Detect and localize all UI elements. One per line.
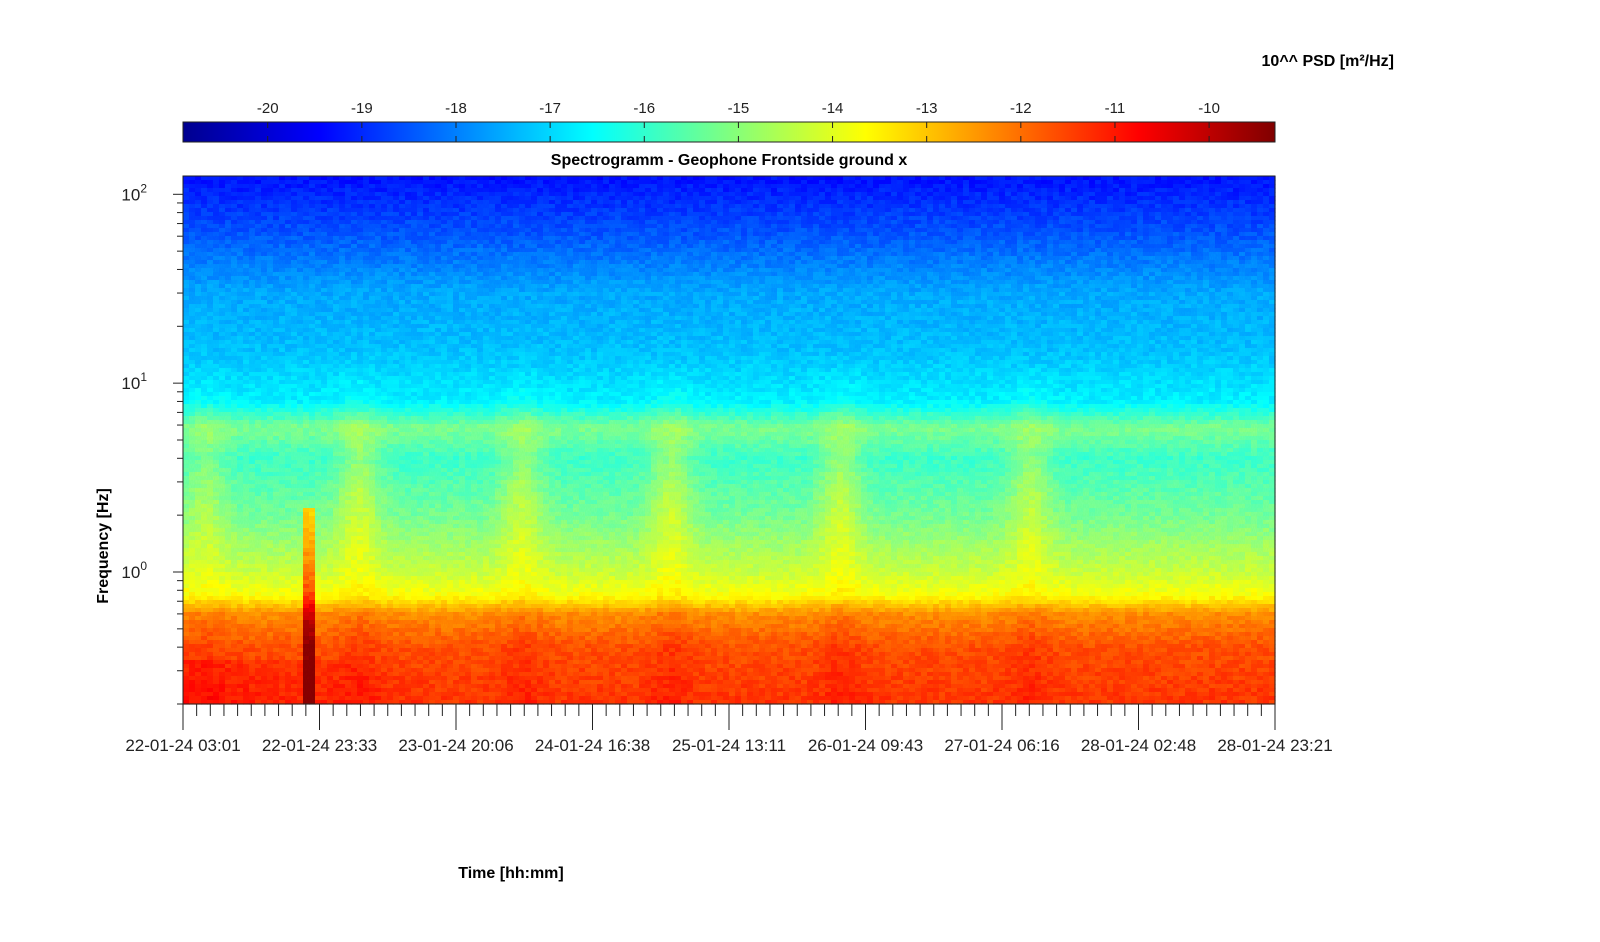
colorbar-tick-label: -19 bbox=[351, 100, 373, 117]
colorbar-tick-label: -13 bbox=[916, 100, 938, 117]
chart-title: Spectrogramm - Geophone Frontside ground… bbox=[551, 152, 908, 169]
colorbar: -20 -19 -18 -17 -16 -15 -14 -13 -12 -11 -10 bbox=[182, 100, 1276, 143]
colorbar-tick-label: -15 bbox=[728, 100, 750, 117]
colorbar-tick-label: -11 bbox=[1105, 100, 1126, 117]
spectrogram-plot-area bbox=[182, 175, 1276, 705]
colorbar-tick-label: -18 bbox=[445, 100, 467, 117]
colorbar-tick-label: -12 bbox=[1010, 100, 1032, 117]
colorbar-label: 10^^ PSD [m²/Hz] bbox=[1262, 53, 1394, 70]
colorbar-tick-label: -14 bbox=[822, 100, 844, 117]
colorbar-tick-label: -17 bbox=[539, 100, 561, 117]
colorbar-ticks: -20 -19 -18 -17 -16 -15 -14 -13 -12 -11 -10 bbox=[257, 100, 1220, 142]
colorbar-gradient bbox=[182, 121, 1276, 143]
colorbar-tick-label: -16 bbox=[633, 100, 655, 117]
colorbar-tick-label: -20 bbox=[257, 100, 279, 117]
colorbar-tick-label: -10 bbox=[1198, 100, 1220, 117]
